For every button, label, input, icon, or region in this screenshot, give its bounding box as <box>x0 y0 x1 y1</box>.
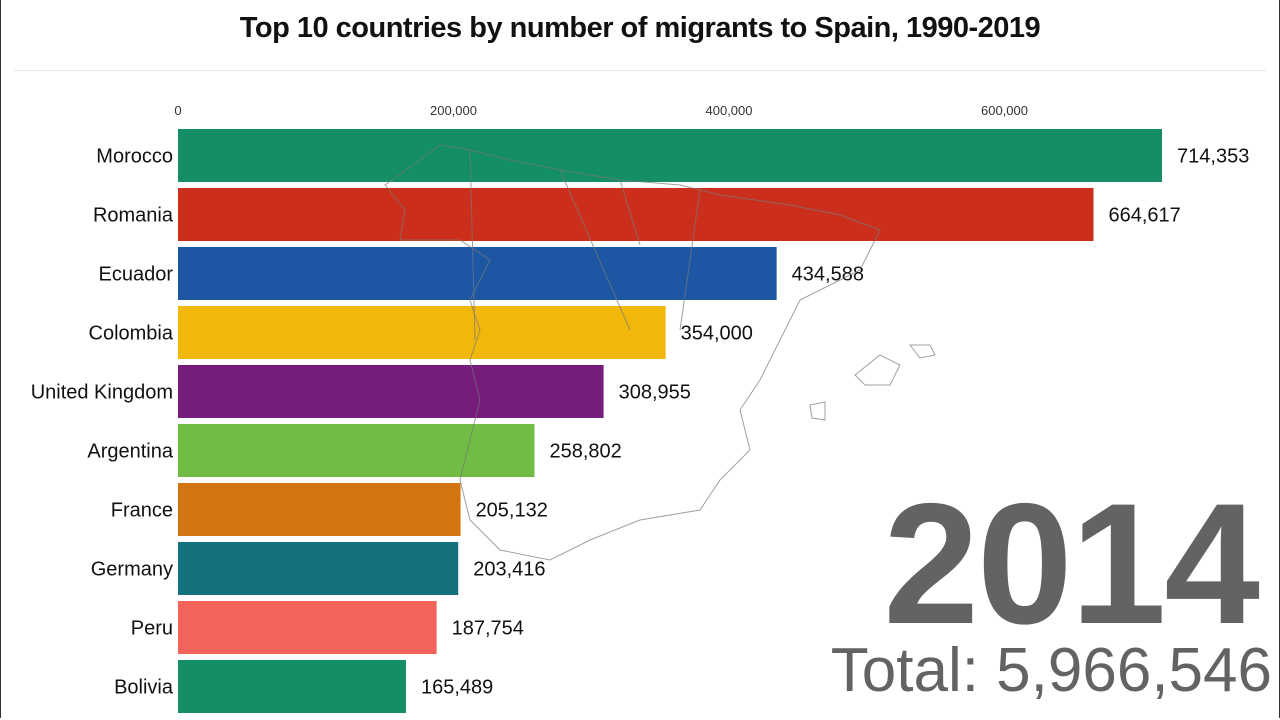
value-label: 434,588 <box>792 264 864 286</box>
category-label: Romania <box>93 205 174 227</box>
category-label: Bolivia <box>114 677 174 699</box>
bar-row: Peru 187,754 <box>131 601 524 654</box>
category-label: Colombia <box>89 323 174 345</box>
bar-row: Argentina 258,802 <box>87 424 622 477</box>
category-label: Germany <box>91 559 173 581</box>
bar-row: Morocco 714,353 <box>96 129 1249 182</box>
value-label: 308,955 <box>619 382 691 404</box>
bar-row: Romania 664,617 <box>93 188 1181 241</box>
spain-map-outline <box>384 144 936 561</box>
category-label: Peru <box>131 618 173 640</box>
bar-row: United Kingdom 308,955 <box>31 365 691 418</box>
x-tick-label: 600,000 <box>981 103 1028 118</box>
bar <box>178 188 1094 241</box>
title-divider <box>14 70 1266 71</box>
x-tick-label: 400,000 <box>706 103 753 118</box>
category-label: Ecuador <box>99 264 174 286</box>
bar <box>178 483 461 536</box>
category-label: Morocco <box>96 146 173 168</box>
value-label: 258,802 <box>549 441 621 463</box>
category-label: Argentina <box>87 441 173 463</box>
bar <box>178 247 777 300</box>
bar <box>178 365 604 418</box>
bar-row: Colombia 354,000 <box>89 306 753 359</box>
bar <box>178 424 535 477</box>
bar-row: Ecuador 434,588 <box>99 247 864 300</box>
value-label: 187,754 <box>452 618 524 640</box>
category-label: United Kingdom <box>31 382 173 404</box>
bar <box>178 542 459 595</box>
value-label: 714,353 <box>1177 146 1249 168</box>
value-label: 354,000 <box>681 323 753 345</box>
value-label: 205,132 <box>476 500 548 522</box>
year-label: 2014 <box>883 468 1260 660</box>
bar <box>178 660 406 713</box>
bar <box>178 601 437 654</box>
bar <box>178 129 1163 182</box>
bar-row: Bolivia 165,489 <box>114 660 493 713</box>
bar-row: Germany 203,416 <box>91 542 546 595</box>
total-label: Total: 5,966,546 <box>830 636 1272 705</box>
x-tick-label: 0 <box>174 103 181 118</box>
value-label: 203,416 <box>473 559 545 581</box>
category-label: France <box>111 500 173 522</box>
bar <box>178 306 666 359</box>
value-label: 664,617 <box>1109 205 1181 227</box>
x-tick-label: 200,000 <box>430 103 477 118</box>
value-label: 165,489 <box>421 677 493 699</box>
bar-row: France 205,132 <box>111 483 548 536</box>
chart-title: Top 10 countries by number of migrants t… <box>239 12 1041 44</box>
